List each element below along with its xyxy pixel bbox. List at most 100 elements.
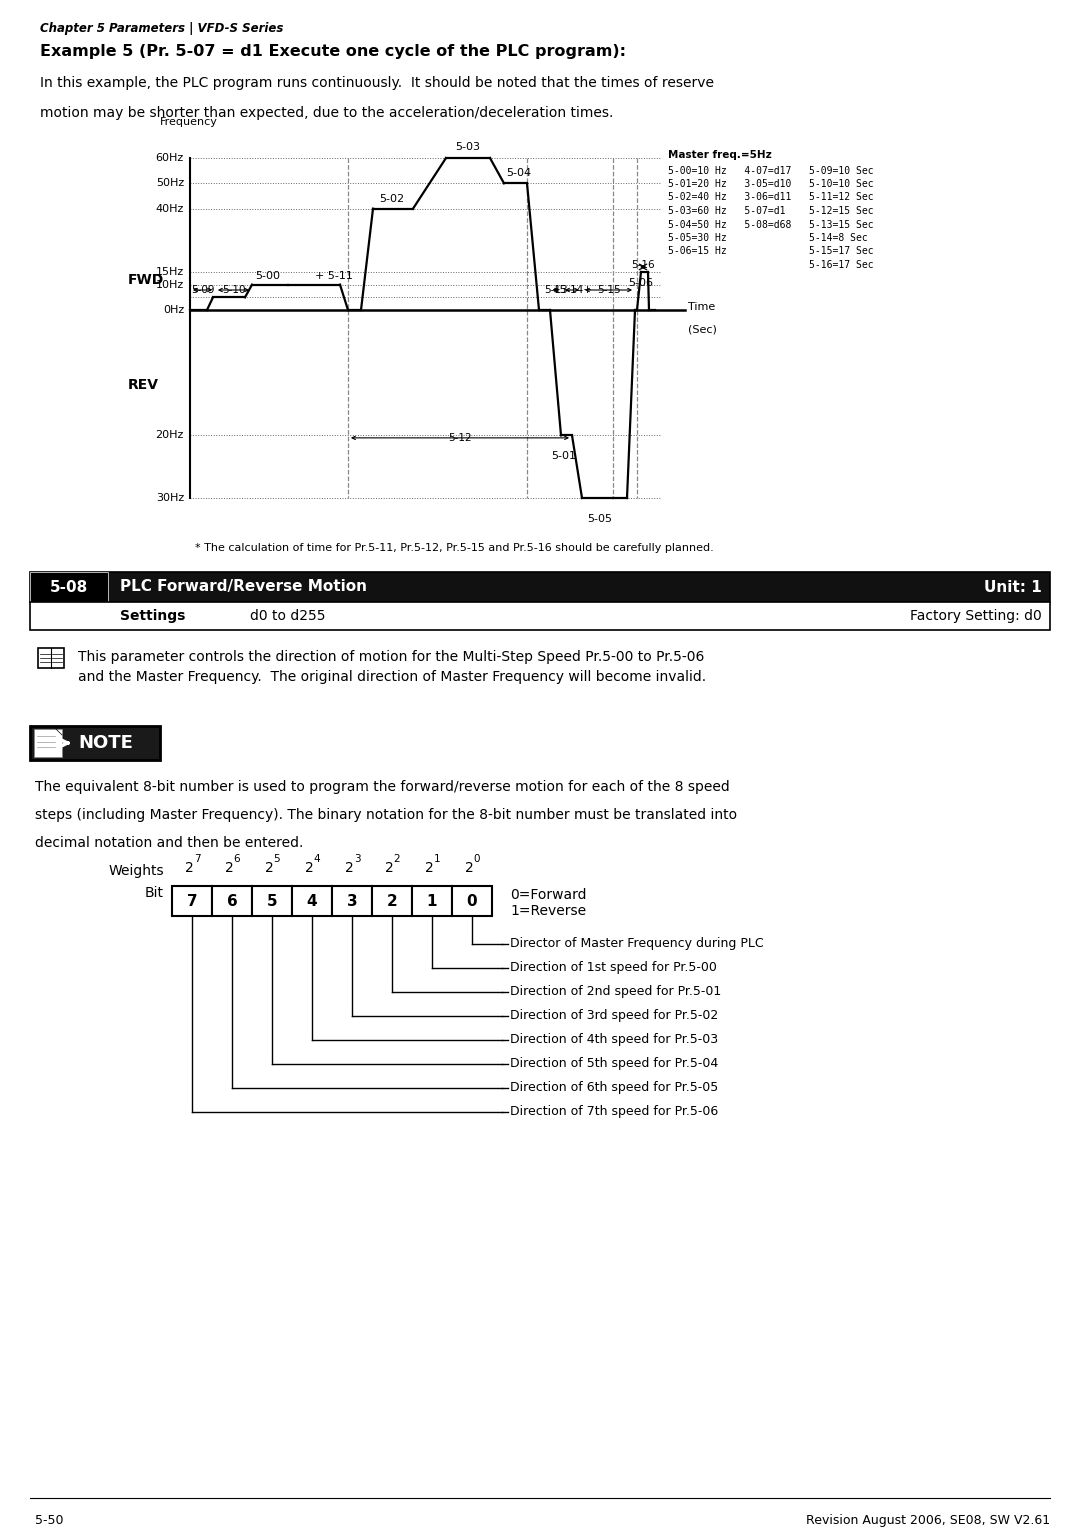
Bar	[30, 572, 1050, 601]
Text: 5-16=17 Sec: 5-16=17 Sec	[669, 259, 874, 270]
Text: +5-14+: +5-14+	[552, 285, 593, 295]
Text: 5-08: 5-08	[50, 580, 89, 595]
Text: 5-01: 5-01	[552, 451, 577, 462]
Text: 5-06: 5-06	[629, 278, 653, 288]
Text: Weights: Weights	[108, 864, 164, 877]
Bar	[372, 887, 411, 916]
Text: 5-50: 5-50	[35, 1514, 64, 1526]
Text: Revision August 2006, SE08, SW V2.61: Revision August 2006, SE08, SW V2.61	[806, 1514, 1050, 1526]
Text: 1: 1	[427, 893, 437, 908]
Text: Frequency: Frequency	[160, 117, 218, 127]
Text: d0 to d255: d0 to d255	[249, 609, 325, 623]
Text: 0Hz: 0Hz	[163, 305, 184, 314]
Text: 5-01=20 Hz   3-05=d10   5-10=10 Sec: 5-01=20 Hz 3-05=d10 5-10=10 Sec	[669, 179, 874, 189]
Text: REV: REV	[129, 379, 159, 393]
Text: Chapter 5 Parameters | VFD-S Series: Chapter 5 Parameters | VFD-S Series	[40, 21, 283, 35]
Text: (Sec): (Sec)	[688, 324, 717, 334]
Text: Direction of 2nd speed for Pr.5-01: Direction of 2nd speed for Pr.5-01	[510, 985, 721, 999]
Text: 6: 6	[233, 854, 241, 864]
Bar	[411, 887, 453, 916]
Text: 4: 4	[313, 854, 321, 864]
Text: 7: 7	[193, 854, 200, 864]
Text: 3: 3	[353, 854, 361, 864]
Text: 0: 0	[474, 854, 481, 864]
Text: Factory Setting: d0: Factory Setting: d0	[910, 609, 1042, 623]
Text: Direction of 7th speed for Pr.5-06: Direction of 7th speed for Pr.5-06	[510, 1106, 718, 1118]
Text: 5-02: 5-02	[379, 193, 405, 204]
Text: 2: 2	[394, 854, 401, 864]
Text: NOTE: NOTE	[78, 733, 133, 752]
Text: 2: 2	[384, 861, 393, 874]
Bar	[30, 726, 160, 759]
Text: 5-04: 5-04	[507, 169, 531, 178]
Bar	[33, 729, 62, 756]
Text: 1: 1	[434, 854, 441, 864]
Text: Direction of 3rd speed for Pr.5-02: Direction of 3rd speed for Pr.5-02	[510, 1009, 718, 1023]
Text: Time: Time	[688, 302, 715, 311]
Text: 5-12: 5-12	[448, 433, 472, 443]
Text: motion may be shorter than expected, due to the acceleration/deceleration times.: motion may be shorter than expected, due…	[40, 106, 613, 120]
Text: 5-05: 5-05	[588, 514, 612, 523]
Text: Bit: Bit	[145, 887, 164, 900]
Text: 5-03=60 Hz   5-07=d1    5-12=15 Sec: 5-03=60 Hz 5-07=d1 5-12=15 Sec	[669, 206, 874, 216]
Text: 5-09: 5-09	[191, 285, 214, 295]
Text: 7: 7	[187, 893, 198, 908]
Text: and the Master Frequency.  The original direction of Master Frequency will becom: and the Master Frequency. The original d…	[78, 670, 706, 684]
Bar	[38, 647, 64, 667]
Text: FWD: FWD	[129, 273, 164, 287]
Text: 5-02=40 Hz   3-06=d11   5-11=12 Sec: 5-02=40 Hz 3-06=d11 5-11=12 Sec	[669, 192, 874, 202]
Bar	[252, 887, 292, 916]
Text: 2: 2	[387, 893, 397, 908]
Text: Unit: 1: Unit: 1	[984, 580, 1042, 595]
Text: Master freq.=5Hz: Master freq.=5Hz	[669, 150, 772, 160]
Text: 5: 5	[273, 854, 281, 864]
Text: 2: 2	[265, 861, 273, 874]
Text: Direction of 4th speed for Pr.5-03: Direction of 4th speed for Pr.5-03	[510, 1034, 718, 1046]
Text: Settings: Settings	[120, 609, 186, 623]
Text: 20Hz: 20Hz	[156, 431, 184, 440]
Text: 50Hz: 50Hz	[156, 178, 184, 189]
Text: 60Hz: 60Hz	[156, 153, 184, 163]
Text: 2: 2	[424, 861, 433, 874]
Text: Director of Master Frequency during PLC: Director of Master Frequency during PLC	[510, 937, 764, 951]
Text: + 5-11: + 5-11	[315, 272, 353, 281]
Bar	[172, 887, 212, 916]
Bar	[30, 572, 108, 601]
Text: This parameter controls the direction of motion for the Multi-Step Speed Pr.5-00: This parameter controls the direction of…	[78, 650, 704, 664]
Text: Direction of 6th speed for Pr.5-05: Direction of 6th speed for Pr.5-05	[510, 1081, 718, 1094]
Text: Example 5 (Pr. 5-07 = d1 Execute one cycle of the PLC program):: Example 5 (Pr. 5-07 = d1 Execute one cyc…	[40, 44, 626, 58]
Text: * The calculation of time for Pr.5-11, Pr.5-12, Pr.5-15 and Pr.5-16 should be ca: * The calculation of time for Pr.5-11, P…	[195, 543, 714, 552]
Text: 30Hz: 30Hz	[156, 492, 184, 503]
Text: 3: 3	[347, 893, 357, 908]
Text: decimal notation and then be entered.: decimal notation and then be entered.	[35, 836, 303, 850]
Text: Direction of 1st speed for Pr.5-00: Direction of 1st speed for Pr.5-00	[510, 962, 717, 974]
Text: 2: 2	[464, 861, 473, 874]
Text: 2: 2	[225, 861, 233, 874]
Text: 6: 6	[227, 893, 238, 908]
Text: 5-06=15 Hz              5-15=17 Sec: 5-06=15 Hz 5-15=17 Sec	[669, 247, 874, 256]
Text: 5-16: 5-16	[631, 259, 654, 270]
Text: 2: 2	[345, 861, 353, 874]
Text: 15Hz: 15Hz	[156, 267, 184, 278]
Text: steps (including Master Frequency). The binary notation for the 8-bit number mus: steps (including Master Frequency). The …	[35, 808, 738, 822]
Bar	[453, 887, 492, 916]
Bar	[332, 887, 372, 916]
Bar	[212, 887, 252, 916]
Text: In this example, the PLC program runs continuously.  It should be noted that the: In this example, the PLC program runs co…	[40, 77, 714, 91]
Text: 5-00: 5-00	[256, 272, 281, 281]
Text: 5-05=30 Hz              5-14=8 Sec: 5-05=30 Hz 5-14=8 Sec	[669, 233, 867, 242]
Text: 5-15: 5-15	[596, 285, 620, 295]
Text: 0=Forward: 0=Forward	[510, 888, 586, 902]
Text: 10Hz: 10Hz	[156, 279, 184, 290]
Text: 5-00=10 Hz   4-07=d17   5-09=10 Sec: 5-00=10 Hz 4-07=d17 5-09=10 Sec	[669, 166, 874, 175]
Text: 5: 5	[267, 893, 278, 908]
Text: 2: 2	[305, 861, 313, 874]
Text: 5-03: 5-03	[456, 141, 481, 152]
Text: Direction of 5th speed for Pr.5-04: Direction of 5th speed for Pr.5-04	[510, 1057, 718, 1071]
Text: 4: 4	[307, 893, 318, 908]
Text: 0: 0	[467, 893, 477, 908]
Text: 40Hz: 40Hz	[156, 204, 184, 213]
Bar	[292, 887, 332, 916]
Text: The equivalent 8-bit number is used to program the forward/reverse motion for ea: The equivalent 8-bit number is used to p…	[35, 779, 730, 795]
Text: PLC Forward/Reverse Motion: PLC Forward/Reverse Motion	[120, 580, 367, 595]
